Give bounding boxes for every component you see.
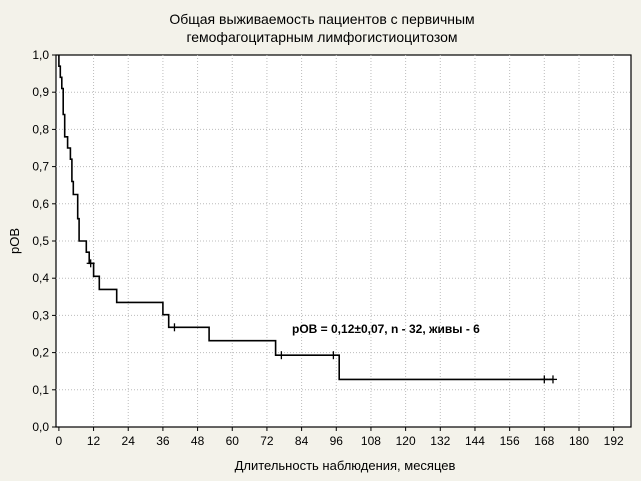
y-axis: 0,0 0,1 0,2 0,3 0,4 0,5 0,6 0,7 0,8 0,9 1,0 [32,48,56,434]
y-tick-label: 1,0 [32,48,49,62]
y-tick-label: 0,5 [32,234,49,248]
x-tick-label: 72 [260,434,274,448]
censor-mark [277,351,286,360]
censor-mark [540,375,549,384]
y-tick-label: 0,8 [32,122,49,136]
chart-title-line-1: Общая выживаемость пациентов с первичным [169,11,474,27]
censor-mark [170,323,179,332]
x-tick-label: 12 [87,434,101,448]
censor-mark [548,375,557,384]
y-tick-label: 0,3 [32,308,49,322]
x-tick-label: 132 [430,434,450,448]
x-tick-label: 156 [500,434,520,448]
censor-mark [329,351,338,360]
y-axis-title: pOB [7,228,22,254]
x-tick-label: 120 [396,434,416,448]
grid-lines [56,55,631,427]
y-tick-label: 0,4 [32,271,49,285]
censored-markers [86,259,557,384]
y-tick-label: 0,0 [32,420,49,434]
x-axis: 0 12 24 36 48 60 72 84 96 108 120 132 144 156 168 180 19… [56,427,624,448]
x-tick-label: 36 [156,434,170,448]
x-tick-label: 0 [56,434,63,448]
y-tick-label: 0,7 [32,160,49,174]
x-tick-label: 60 [226,434,240,448]
x-axis-title: Длительность наблюдения, месяцев [235,458,456,473]
x-tick-label: 168 [534,434,554,448]
y-tick-label: 0,6 [32,197,49,211]
x-tick-label: 48 [191,434,205,448]
x-tick-label: 96 [330,434,344,448]
y-tick-label: 0,9 [32,85,49,99]
plot-area [55,54,632,428]
x-tick-label: 24 [122,434,136,448]
x-tick-label: 108 [361,434,381,448]
chart-title-line-2: гемофагоцитарным лимфогистиоцитозом [186,29,457,45]
x-tick-label: 192 [604,434,624,448]
x-tick-label: 84 [295,434,309,448]
survival-annotation: pOB = 0,12±0,07, n - 32, живы - 6 [292,322,480,336]
x-tick-label: 144 [465,434,485,448]
y-tick-label: 0,1 [32,383,49,397]
censor-mark [86,259,95,268]
y-tick-label: 0,2 [32,346,49,360]
x-tick-label: 180 [569,434,589,448]
survival-curve [58,55,553,381]
